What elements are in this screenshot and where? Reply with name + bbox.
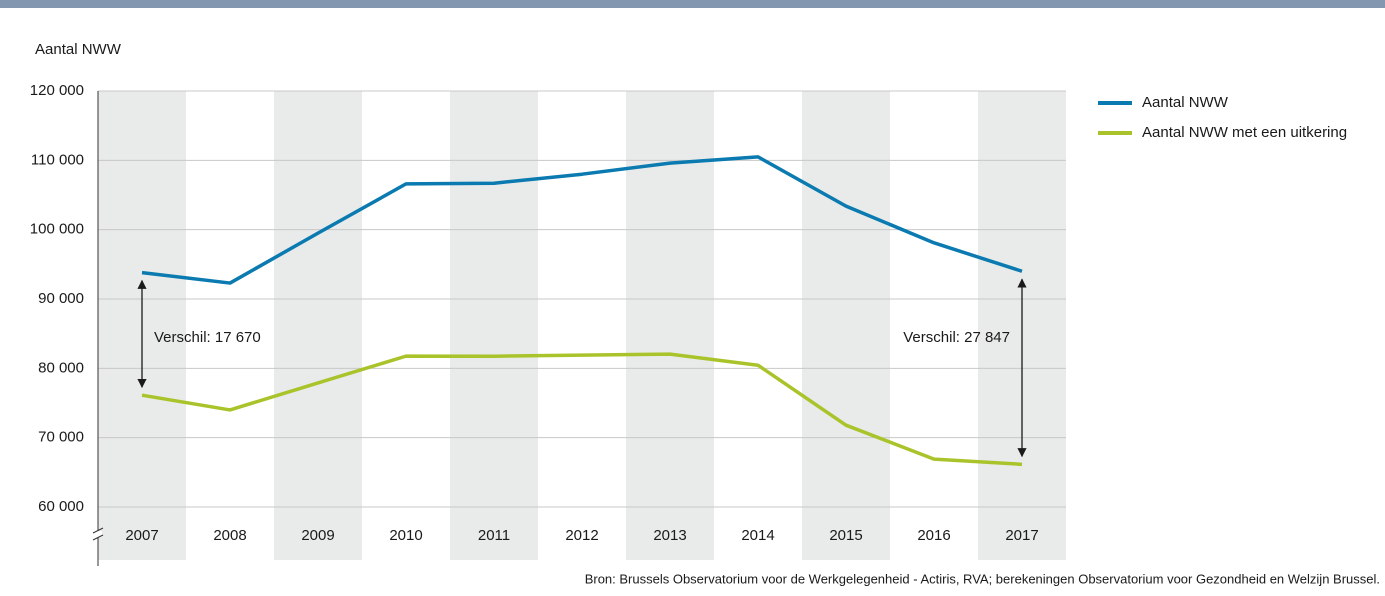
annotation: Verschil: 27 847 (903, 329, 1010, 346)
y-tick-label: 90 000 (38, 290, 84, 307)
series-line (141, 155, 1023, 285)
source: Bron: Brussels Observatorium voor de Wer… (585, 571, 1380, 586)
x-tick-label: 2014 (741, 527, 774, 544)
band (450, 91, 538, 560)
series-line (141, 352, 1023, 467)
x-tick-label: 2011 (478, 527, 510, 544)
annotation: Verschil: 17 670 (154, 329, 261, 346)
y-tick-label: 80 000 (38, 359, 84, 376)
legend-label: Aantal NWW (1142, 94, 1229, 111)
x-tick-label: 2009 (301, 527, 334, 544)
x-tick-label: 2008 (213, 527, 246, 544)
axis-break (92, 534, 104, 541)
y-tick-label: 60 000 (38, 498, 84, 515)
y-tick-label: 70 000 (38, 429, 84, 446)
top-bar (0, 0, 1385, 8)
x-tick-label: 2015 (829, 527, 862, 544)
band (274, 91, 362, 560)
y-tick-label: 100 000 (30, 221, 84, 238)
y-axis-label: Aantal NWW (35, 41, 122, 58)
y-tick-label: 120 000 (30, 82, 84, 99)
x-tick-label: 2010 (389, 527, 422, 544)
x-tick-label: 2007 (125, 527, 158, 544)
x-tick-label: 2017 (1005, 527, 1038, 544)
axis-break (92, 527, 104, 534)
axis-break-gap (94, 531, 102, 537)
band (802, 91, 890, 560)
band (626, 91, 714, 560)
y-tick-label: 110 000 (31, 151, 84, 168)
x-tick-label: 2012 (565, 527, 598, 544)
x-tick-label: 2016 (917, 527, 950, 544)
legend-label: Aantal NWW met een uitkering (1142, 124, 1347, 141)
x-tick-label: 2013 (653, 527, 686, 544)
